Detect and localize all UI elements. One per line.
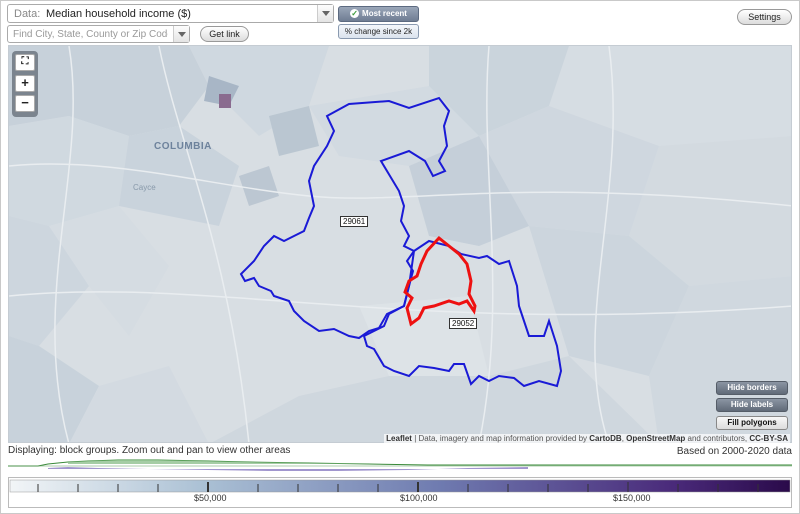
leaflet-link[interactable]: Leaflet (386, 434, 412, 443)
legend-tick-100k: $100,000 (400, 493, 438, 503)
attribution-text-2: and contributors, (685, 434, 750, 443)
data-select-prefix: Data: (14, 8, 41, 20)
road-lines (9, 46, 791, 442)
license-link[interactable]: CC-BY-SA (749, 434, 788, 443)
zoom-out-button[interactable]: − (15, 95, 35, 112)
place-boundary[interactable] (403, 235, 477, 327)
settings-button[interactable]: Settings (737, 9, 792, 25)
city-label-columbia: COLUMBIA (154, 141, 212, 152)
map-attribution: Leaflet | Data, imagery and map informat… (384, 434, 790, 443)
hide-labels-button[interactable]: Hide labels (716, 398, 788, 412)
hide-borders-button[interactable]: Hide borders (716, 381, 788, 395)
city-label-cayce: Cayce (133, 183, 156, 192)
map-canvas[interactable]: COLUMBIA Cayce (8, 45, 792, 443)
openstreetmap-link[interactable]: OpenStreetMap (626, 434, 686, 443)
cartodb-link[interactable]: CartoDB (589, 434, 622, 443)
data-years-note: Based on 2000-2020 data (676, 446, 792, 457)
data-select[interactable]: Data: Median household income ($) (7, 4, 334, 23)
zoom-controls: ⛶ + − (12, 51, 38, 117)
zip-29052-boundary[interactable] (362, 239, 563, 388)
attribution-comma: , (621, 434, 627, 443)
get-link-button[interactable]: Get link (200, 26, 249, 42)
chevron-down-icon (178, 32, 186, 37)
data-select-value: Median household income ($) (46, 8, 191, 20)
fit-bounds-icon: ⛶ (21, 56, 29, 67)
chevron-down-icon (322, 11, 330, 16)
zip-label-29052: 29052 (449, 318, 478, 329)
zip-29061-boundary[interactable] (239, 96, 451, 340)
legend-tick-50k: $50,000 (194, 493, 227, 503)
fill-polygons-button[interactable]: Fill polygons (716, 416, 788, 430)
legend-gradient (9, 479, 791, 493)
attribution-text-1: | Data, imagery and map information prov… (411, 434, 590, 443)
map-svg (9, 46, 791, 442)
value-histogram (8, 459, 792, 471)
legend-tick-150k: $150,000 (613, 493, 651, 503)
location-search-input[interactable] (13, 28, 168, 41)
location-search-dropdown-button[interactable] (173, 26, 189, 42)
percent-change-toggle[interactable]: % change since 2k (338, 24, 419, 39)
location-search[interactable] (7, 25, 190, 43)
data-select-dropdown-button[interactable] (317, 5, 333, 22)
zip-label-29061: 29061 (340, 216, 369, 227)
checkmark-icon: ✓ (350, 9, 360, 19)
zoom-in-button[interactable]: + (15, 75, 35, 92)
fit-bounds-button[interactable]: ⛶ (15, 54, 35, 71)
displaying-status: Displaying: block groups. Zoom out and p… (8, 445, 291, 456)
most-recent-value-toggle[interactable]: ✓Most recent value (338, 6, 419, 32)
